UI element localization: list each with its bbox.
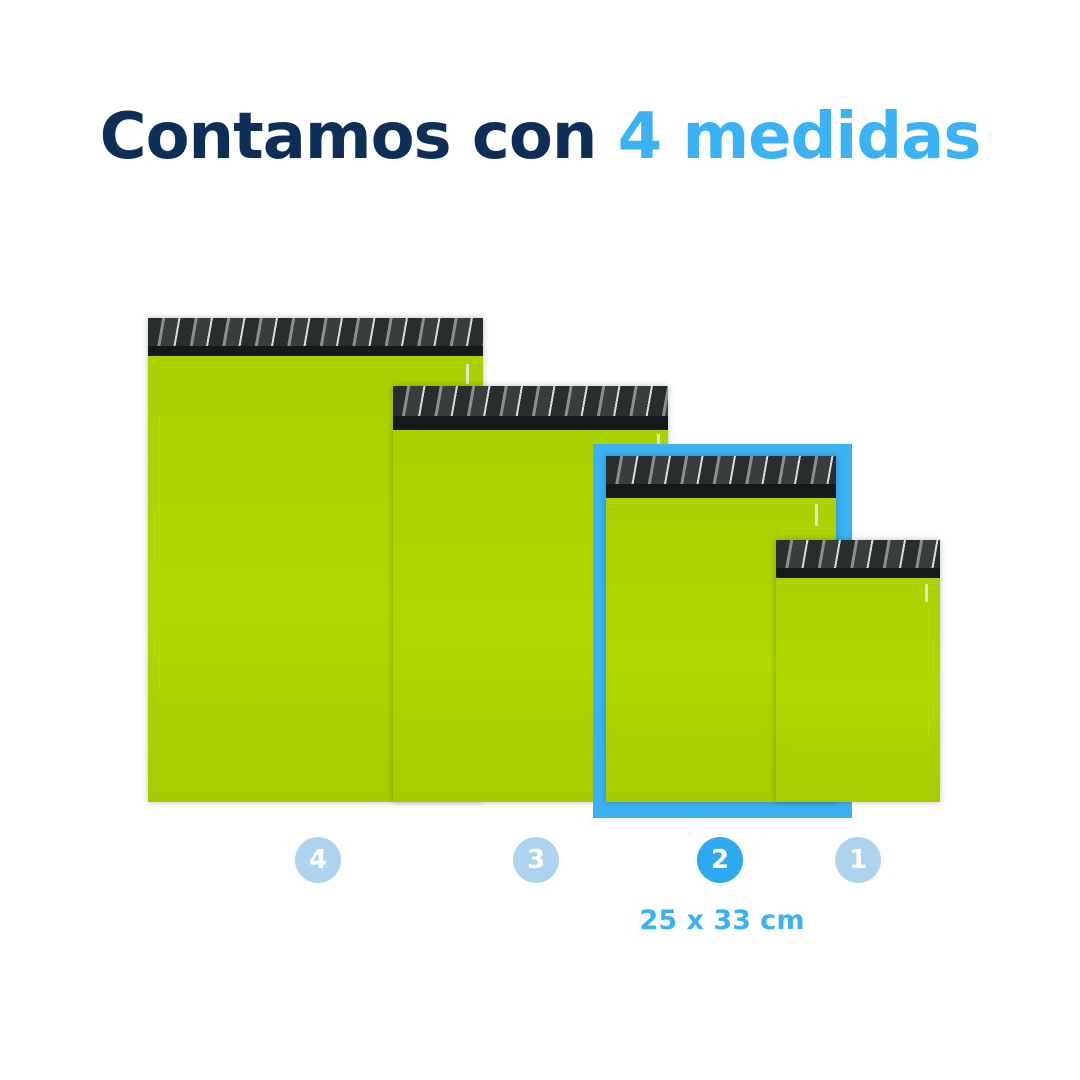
page-title: Contamos con 4 medidas — [0, 100, 1080, 174]
mailer-bag-size-1 — [776, 540, 940, 802]
selected-size-dimension: 25 x 33 cm — [639, 905, 805, 936]
title-main: Contamos con — [99, 100, 618, 174]
title-accent: 4 medidas — [617, 100, 982, 174]
size-badge-4[interactable]: 4 — [295, 837, 341, 883]
size-badge-1[interactable]: 1 — [835, 837, 881, 883]
size-badge-2[interactable]: 2 — [697, 837, 743, 883]
size-badge-3[interactable]: 3 — [513, 837, 559, 883]
